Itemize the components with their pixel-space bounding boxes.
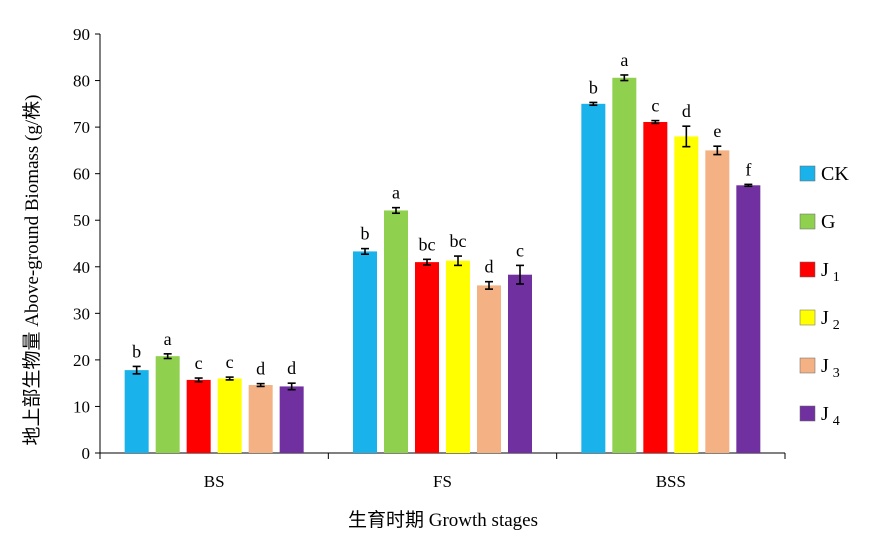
bar-J4-FS xyxy=(508,274,532,453)
y-tick-label: 80 xyxy=(73,72,90,91)
x-tick-label: FS xyxy=(433,472,452,491)
bar-G-FS xyxy=(384,210,408,453)
y-tick-label: 10 xyxy=(73,397,90,416)
bar-G-BSS xyxy=(612,77,637,454)
bar-J4-BSS xyxy=(736,185,761,454)
legend-swatch-J2 xyxy=(799,309,816,326)
legend-swatch-G xyxy=(799,213,816,230)
bars xyxy=(124,74,761,454)
significance-label: c xyxy=(195,353,203,373)
y-tick-label: 50 xyxy=(73,211,90,230)
y-tick-label: 0 xyxy=(82,444,91,463)
bar-J3-BSS xyxy=(705,150,730,453)
bar-J1-BS xyxy=(186,379,211,453)
significance-label: b xyxy=(132,341,141,361)
significance-label: b xyxy=(361,224,370,244)
y-tick-label: 70 xyxy=(73,118,90,137)
y-tick-label: 60 xyxy=(73,165,90,184)
bar-CK-BS xyxy=(124,370,149,453)
significance-label: f xyxy=(745,159,751,179)
bar-CK-BSS xyxy=(581,103,606,453)
significance-label: a xyxy=(620,50,628,70)
significance-label: bc xyxy=(450,231,467,251)
significance-label: b xyxy=(589,77,598,97)
significance-label: e xyxy=(713,121,721,141)
bar-J2-BSS xyxy=(674,136,699,453)
x-tick-label: BS xyxy=(204,472,225,491)
x-tick-label: BSS xyxy=(656,472,686,491)
legend-label-G: G xyxy=(821,211,835,233)
significance-label: c xyxy=(226,352,234,372)
significance-label: a xyxy=(392,183,400,203)
bar-J2-FS xyxy=(446,260,470,453)
significance-label: c xyxy=(651,96,659,116)
legend-swatch-CK xyxy=(799,165,816,182)
y-axis-title: 地上部生物量 Above-ground Biomass (g/株) xyxy=(21,95,43,446)
y-tick-label: 20 xyxy=(73,351,90,370)
bar-J3-BS xyxy=(248,385,273,453)
y-tick-label: 40 xyxy=(73,258,90,277)
legend-label-CK: CK xyxy=(821,163,849,185)
bar-J3-FS xyxy=(477,285,501,453)
bar-CK-FS xyxy=(353,251,377,453)
bar-J2-BS xyxy=(217,378,242,453)
significance-label: bc xyxy=(419,234,436,254)
legend-swatch-J3 xyxy=(799,357,816,374)
y-tick-label: 30 xyxy=(73,304,90,323)
legend-swatch-J4 xyxy=(799,405,816,422)
legend: CK G J 1 J 2 J 3 J 4 xyxy=(799,163,849,429)
bar-J4-BS xyxy=(279,386,304,453)
bar-J1-FS xyxy=(415,262,439,453)
significance-label: d xyxy=(287,358,296,378)
bar-G-BS xyxy=(155,356,180,453)
significance-label: d xyxy=(485,257,494,277)
y-tick-label: 90 xyxy=(73,25,90,44)
x-axis-title: 生育时期 Growth stages xyxy=(348,509,538,531)
significance-label: a xyxy=(164,329,172,349)
significance-label: d xyxy=(256,359,265,379)
significance-label: d xyxy=(682,101,691,121)
bar-J1-BSS xyxy=(643,121,668,454)
axes: 0 10 20 30 40 50 60 70 80 90 BS FS BSS xyxy=(73,25,786,491)
legend-swatch-J1 xyxy=(799,261,816,278)
significance-label: c xyxy=(516,240,524,260)
